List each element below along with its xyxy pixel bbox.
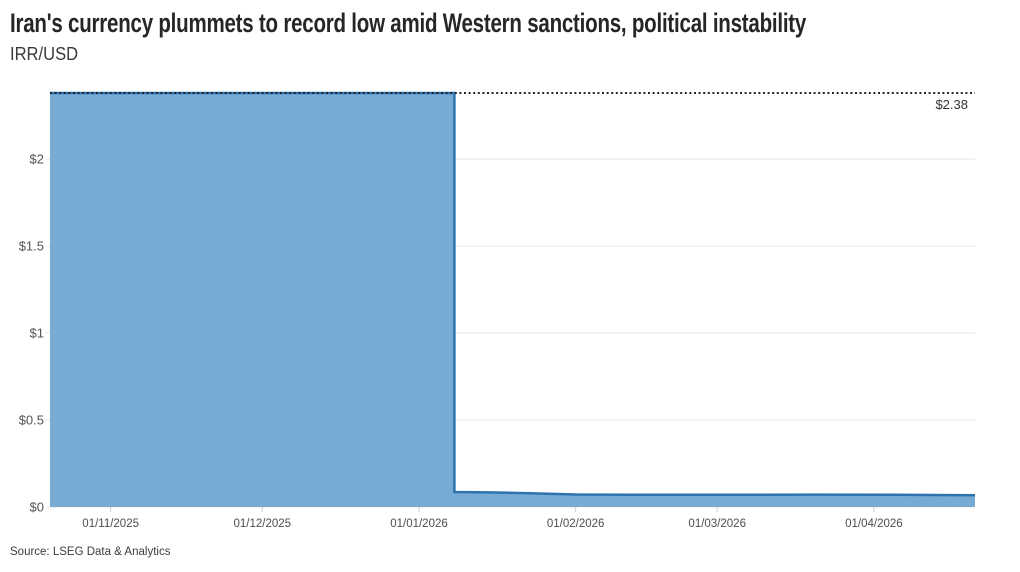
x-axis-tick-label: 01/03/2026: [688, 518, 746, 530]
area-series-fill: [50, 93, 975, 507]
chart-subtitle: IRR/USD: [10, 44, 79, 64]
y-axis-tick-label: $0: [30, 500, 44, 515]
area-series-line: [50, 91, 976, 497]
x-axis-tick-label: 01/02/2026: [547, 518, 605, 530]
record-level-label: $2.38: [935, 97, 968, 112]
y-axis-tick-label: $2: [30, 152, 44, 167]
x-axis-tick-label: 01/12/2025: [234, 518, 292, 530]
x-axis-tick-label: 01/01/2026: [390, 518, 448, 530]
y-axis-tick-label: $0.5: [19, 413, 44, 428]
chart-title: Iran's currency plummets to record low a…: [10, 8, 807, 38]
source-attribution: Source: LSEG Data & Analytics: [10, 546, 171, 558]
y-axis-tick-label: $1: [30, 326, 44, 341]
x-axis-tick-label: 01/11/2025: [82, 518, 139, 530]
x-axis-tick-label: 01/04/2026: [845, 518, 903, 530]
y-axis-tick-label: $1.5: [19, 239, 44, 254]
